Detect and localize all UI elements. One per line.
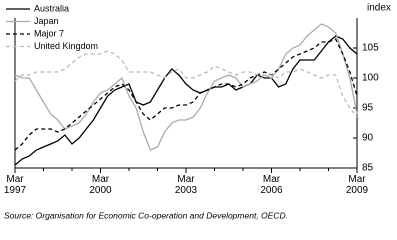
x-tick-label: Mar 2003	[175, 174, 198, 196]
x-tick-label: Mar 2009	[346, 174, 369, 196]
series-line	[14, 23, 358, 151]
y-tick-label: 105	[362, 43, 379, 54]
y-tick-label: 85	[362, 163, 374, 174]
series-line	[14, 35, 358, 166]
y-tick-label: 100	[362, 73, 379, 84]
series-line	[14, 38, 358, 151]
legend-label: Major 7	[34, 28, 64, 38]
legend-label: United Kingdom	[34, 41, 98, 51]
chart: index Source: Organisation for Economic …	[4, 3, 391, 221]
legend-label: Japan	[34, 16, 59, 26]
source-note: Source: Organisation for Economic Co-ope…	[4, 210, 288, 220]
x-tick-label: Mar 2006	[260, 174, 283, 196]
x-tick-label: Mar 2000	[89, 174, 112, 196]
legend-label: Australia	[34, 3, 69, 13]
y-tick-label: 95	[362, 103, 374, 114]
series-line	[14, 50, 358, 118]
y-tick-label: 90	[362, 133, 374, 144]
y-axis-label: index	[367, 3, 391, 14]
x-tick-label: Mar 1997	[4, 174, 27, 196]
